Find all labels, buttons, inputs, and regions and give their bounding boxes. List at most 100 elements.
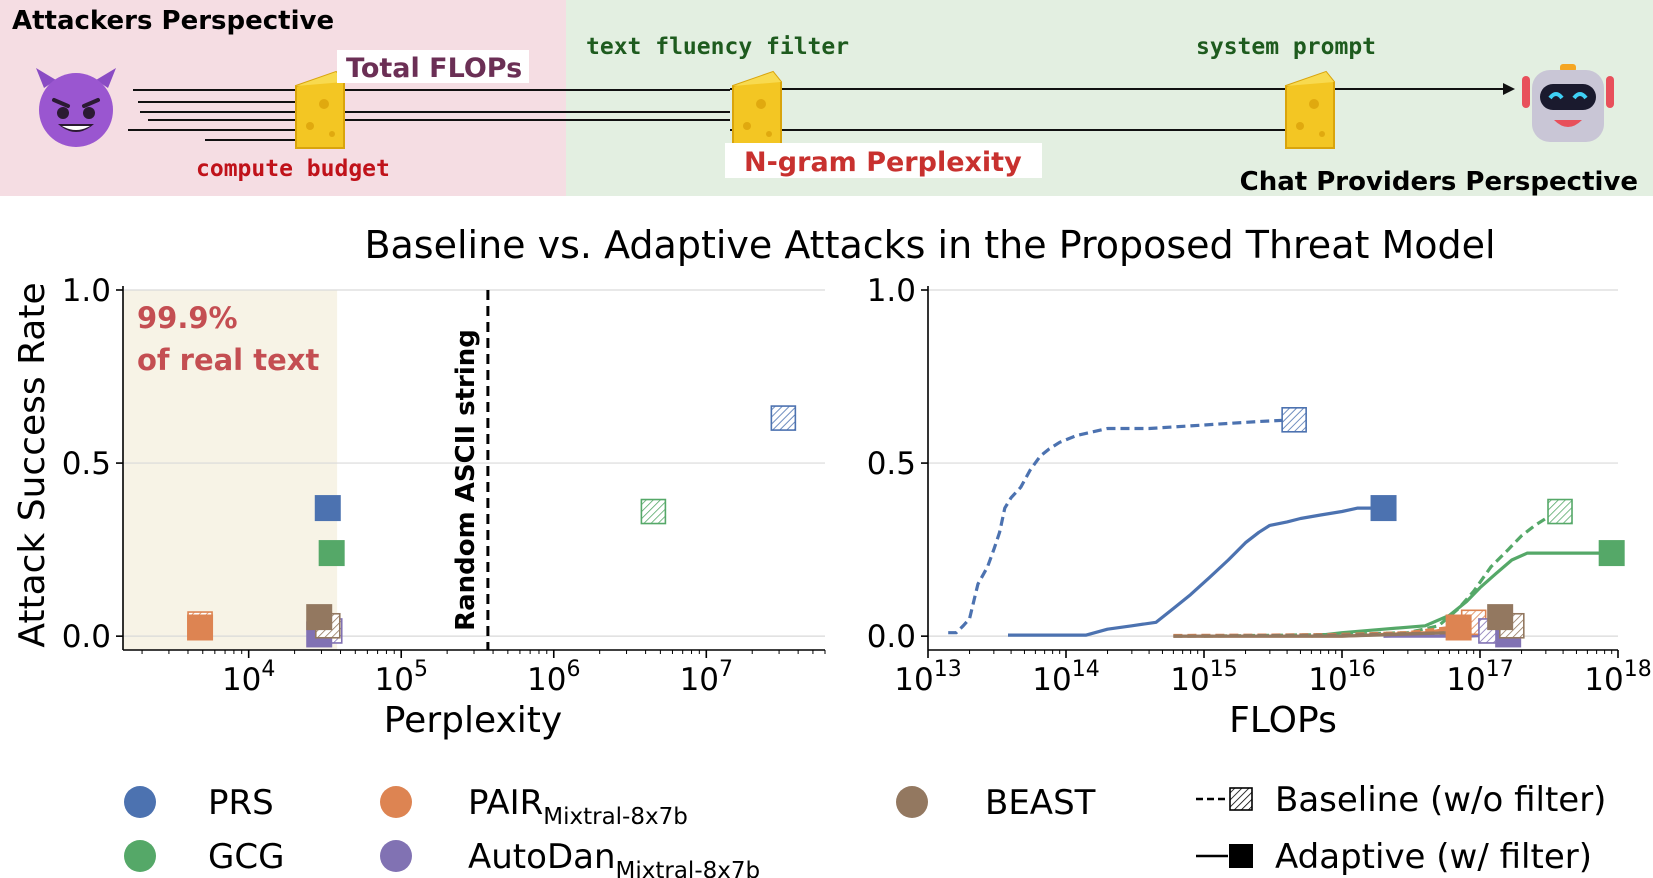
legend-label-subscript: Mixtral-8x7b xyxy=(616,858,761,878)
cheese-slice-icon xyxy=(732,70,782,149)
legend-label-main: PRS xyxy=(208,783,274,823)
legend-label-autodan: AutoDanMixtral-8x7b xyxy=(468,837,760,878)
right-curves xyxy=(948,418,1612,638)
x-tick-exponent: 5 xyxy=(414,657,428,682)
robot-icon xyxy=(1522,64,1614,142)
x-tick-base: 10 xyxy=(680,662,719,698)
x-tick-label: 104 xyxy=(222,657,275,698)
curve-prs-adaptive xyxy=(1008,506,1384,637)
ngram-perplexity-box xyxy=(725,143,1042,178)
legend-swatch-prs xyxy=(124,786,156,818)
provider-title: Chat Providers Perspective xyxy=(1240,167,1638,197)
marker-pair-adaptive xyxy=(1445,614,1472,641)
legend-label-gcg: GCG xyxy=(208,837,284,877)
x-tick-base: 10 xyxy=(222,662,261,698)
y-tick-label: 1.0 xyxy=(867,273,916,309)
legend-label-subscript: Mixtral-8x7b xyxy=(543,804,688,830)
left-ylabel: Attack Success Rate xyxy=(12,282,53,647)
marker-prs-adaptive xyxy=(1370,495,1397,522)
legend-label-beast: BEAST xyxy=(985,783,1096,823)
y-tick-label: 1.0 xyxy=(62,273,111,309)
x-tick-exponent: 14 xyxy=(1072,657,1100,682)
legend-label-main: AutoDan xyxy=(468,837,616,877)
x-tick-label: 105 xyxy=(374,657,427,698)
marker-prs-adaptive xyxy=(314,495,341,522)
x-tick-base: 10 xyxy=(374,662,413,698)
legend-adaptive-label: Adaptive (w/ filter) xyxy=(1275,837,1592,877)
total-flops-label: Total FLOPs xyxy=(346,53,522,84)
right-markers xyxy=(1281,407,1625,648)
legend-baseline-label: Baseline (w/o filter) xyxy=(1275,780,1606,820)
y-tick-label: 0.0 xyxy=(867,619,916,655)
legend-label-main: GCG xyxy=(208,837,284,877)
x-tick-base: 10 xyxy=(894,662,933,698)
curve-prs-baseline xyxy=(948,418,1295,635)
left-markers xyxy=(187,405,797,648)
figure-title: Baseline vs. Adaptive Attacks in the Pro… xyxy=(364,223,1495,267)
x-tick-label: 1013 xyxy=(894,657,961,698)
x-tick-base: 10 xyxy=(1584,662,1623,698)
legend-label-pair: PAIRMixtral-8x7b xyxy=(468,783,688,830)
legend-adaptive-marker xyxy=(1229,844,1253,868)
cheese-slice-icon xyxy=(295,70,345,149)
attacker-title: Attackers Perspective xyxy=(12,6,334,36)
real-text-annotation-2: of real text xyxy=(137,343,319,377)
curve-gcg-adaptive xyxy=(1311,551,1612,638)
left-xlabel: Perplexity xyxy=(384,700,562,741)
marker-gcg-adaptive xyxy=(318,540,345,567)
x-tick-base: 10 xyxy=(1032,662,1071,698)
left-gridlines xyxy=(123,289,825,637)
text-fluency-filter-label: text fluency filter xyxy=(586,34,849,60)
right-gridlines xyxy=(928,289,1618,637)
x-tick-base: 10 xyxy=(1308,662,1347,698)
attack-streams xyxy=(128,88,1513,141)
x-tick-label: 1017 xyxy=(1446,657,1513,698)
system-prompt-label: system prompt xyxy=(1196,34,1376,60)
devil-face-icon xyxy=(36,68,116,147)
x-tick-label: 1015 xyxy=(1170,657,1237,698)
marker-beast-adaptive xyxy=(1487,604,1514,631)
arrow-head xyxy=(1503,83,1515,95)
y-tick-label: 0.5 xyxy=(62,446,111,482)
x-tick-label: 1014 xyxy=(1032,657,1099,698)
x-tick-base: 10 xyxy=(1446,662,1485,698)
x-tick-exponent: 16 xyxy=(1348,657,1376,682)
x-tick-label: 106 xyxy=(527,657,580,698)
legend-swatch-beast xyxy=(896,786,928,818)
marker-gcg-adaptive xyxy=(1598,540,1625,567)
real-text-annotation-1: 99.9% xyxy=(137,301,238,335)
perplexity-plot: Random ASCII string 99.9% of real text 0… xyxy=(12,273,826,741)
total-flops-box xyxy=(337,50,529,83)
y-tick-label: 0.0 xyxy=(62,619,111,655)
cheese-slice-icon xyxy=(1285,70,1335,149)
legend-swatch-autodan xyxy=(380,840,412,872)
x-tick-exponent: 6 xyxy=(566,657,580,682)
x-tick-exponent: 18 xyxy=(1624,657,1652,682)
x-tick-exponent: 13 xyxy=(934,657,962,682)
legend-label-prs: PRS xyxy=(208,783,274,823)
right-xlabel: FLOPs xyxy=(1229,700,1337,741)
x-tick-label: 1018 xyxy=(1584,657,1651,698)
compute-budget-label: compute budget xyxy=(196,156,390,182)
threat-model-banner: Attackers Perspective Chat Providers Per… xyxy=(0,0,1653,197)
x-tick-base: 10 xyxy=(527,662,566,698)
curve-gcg-baseline xyxy=(1203,510,1561,638)
x-tick-exponent: 4 xyxy=(261,657,275,682)
marker-beast-adaptive xyxy=(306,604,333,631)
random-ascii-label: Random ASCII string xyxy=(451,329,481,631)
x-tick-label: 1016 xyxy=(1308,657,1375,698)
marker-gcg-baseline xyxy=(1547,498,1573,525)
legend-swatch-gcg xyxy=(124,840,156,872)
x-tick-exponent: 15 xyxy=(1210,657,1238,682)
x-tick-label: 107 xyxy=(680,657,733,698)
legend-swatch-pair xyxy=(380,786,412,818)
marker-prs-baseline xyxy=(770,405,797,431)
x-tick-base: 10 xyxy=(1170,662,1209,698)
legend-label-main: BEAST xyxy=(985,783,1096,823)
ngram-perplexity-label: N-gram Perplexity xyxy=(744,147,1022,178)
legend-label-main: PAIR xyxy=(468,783,543,823)
x-tick-exponent: 17 xyxy=(1486,657,1514,682)
